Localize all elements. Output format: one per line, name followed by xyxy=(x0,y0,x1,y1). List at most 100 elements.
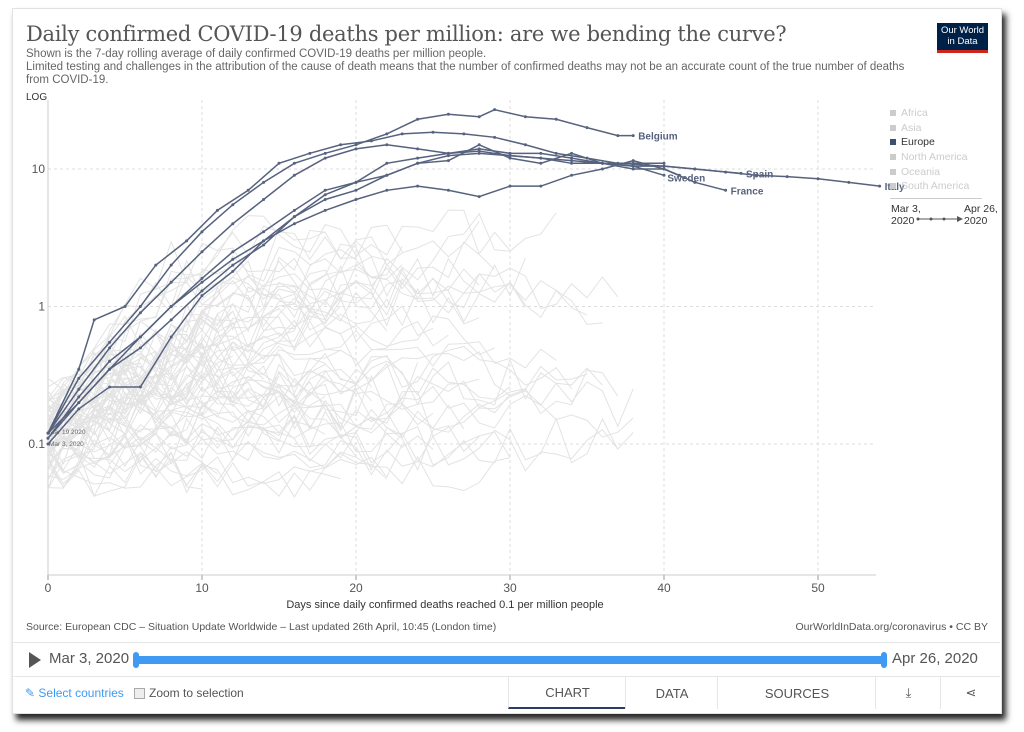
timeline-slider[interactable] xyxy=(136,656,884,664)
scale-toggle-log[interactable]: LOG xyxy=(26,92,48,103)
legend-item-south-america[interactable]: South America xyxy=(890,179,982,194)
series-point xyxy=(631,167,635,171)
background-series-line xyxy=(47,346,326,485)
series-point xyxy=(816,177,820,181)
series-point xyxy=(77,387,81,391)
series-point xyxy=(631,161,635,165)
series-point xyxy=(169,305,173,308)
series-point xyxy=(508,184,512,188)
background-series-line xyxy=(47,319,449,428)
series-point xyxy=(847,180,851,184)
credit-link[interactable]: OurWorldInData.org/coronavirus • CC BY xyxy=(795,621,988,633)
select-countries-button[interactable]: ✎ Select countries xyxy=(25,686,124,700)
legend-item-europe[interactable]: Europe xyxy=(890,135,982,150)
owid-logo[interactable]: Our World in Data xyxy=(937,23,988,53)
series-point xyxy=(323,151,327,155)
series-point xyxy=(677,173,681,177)
series-point xyxy=(262,198,266,202)
chart-card xyxy=(12,8,1002,714)
background-series-line xyxy=(47,450,388,497)
background-series-line xyxy=(47,264,403,409)
logo-line-2: in Data xyxy=(947,36,978,47)
series-point xyxy=(477,147,481,151)
series-point xyxy=(508,154,512,158)
series-point xyxy=(523,115,527,119)
divider xyxy=(13,676,1000,677)
series-point xyxy=(123,305,127,308)
series-point xyxy=(354,188,358,192)
series-point xyxy=(570,151,574,155)
series-point xyxy=(785,175,789,179)
series-point xyxy=(570,159,574,163)
series-point xyxy=(462,132,466,136)
chart-subtitle: Shown is the 7-day rolling average of da… xyxy=(26,48,906,87)
background-series-line xyxy=(47,369,619,453)
background-series-line xyxy=(47,240,387,464)
series-point xyxy=(292,173,296,177)
series-point xyxy=(169,318,173,322)
tab-data[interactable]: DATA xyxy=(625,677,718,709)
select-countries-label: Select countries xyxy=(38,686,124,700)
series-point xyxy=(724,188,728,192)
series-point xyxy=(539,161,543,165)
timeline-start-handle[interactable] xyxy=(133,652,139,668)
series-point xyxy=(108,385,112,389)
series-point xyxy=(616,134,620,138)
series-point xyxy=(262,230,266,234)
series-point xyxy=(323,193,327,197)
play-icon[interactable] xyxy=(29,652,41,668)
series-point xyxy=(354,147,358,151)
series-point xyxy=(138,346,142,350)
series-point xyxy=(292,222,296,226)
series-point xyxy=(754,173,758,177)
series-point xyxy=(416,156,420,160)
share-button[interactable]: ⋖ xyxy=(940,677,1001,709)
series-point xyxy=(354,143,358,147)
series-point xyxy=(231,203,235,207)
series-point xyxy=(416,117,420,121)
legend-label: Oceania xyxy=(901,165,941,178)
legend-item-oceania[interactable]: Oceania xyxy=(890,164,982,179)
background-series-line xyxy=(47,383,326,471)
series-point xyxy=(354,198,358,202)
series-point xyxy=(662,167,666,171)
series-point xyxy=(46,436,50,440)
series-point xyxy=(477,115,481,119)
series-point xyxy=(77,395,81,399)
tab-chart[interactable]: CHART xyxy=(508,677,626,709)
series-point xyxy=(200,230,204,234)
legend-item-north-america[interactable]: North America xyxy=(890,150,982,165)
series-point xyxy=(108,367,112,371)
series-point xyxy=(169,263,173,267)
legend-swatch xyxy=(890,168,896,175)
legend-swatch xyxy=(890,183,896,190)
y-tick-label: 10 xyxy=(32,162,46,176)
series-point xyxy=(77,407,81,411)
x-tick-label: 40 xyxy=(657,581,671,595)
source-note: Source: European CDC – Situation Update … xyxy=(26,621,497,633)
series-point xyxy=(185,239,189,243)
legend-item-africa[interactable]: Africa xyxy=(890,106,982,121)
series-point xyxy=(446,151,450,155)
series-point xyxy=(600,161,604,165)
download-button[interactable]: ⤓ xyxy=(875,677,941,709)
series-point xyxy=(693,167,697,171)
zoom-to-selection-checkbox[interactable]: Zoom to selection xyxy=(134,686,244,700)
series-point xyxy=(354,180,358,184)
series-point xyxy=(138,385,142,389)
series-point xyxy=(138,311,142,315)
series-point xyxy=(169,335,173,339)
timeline-start-date: Mar 3, 2020 xyxy=(49,650,130,667)
tab-sources[interactable]: SOURCES xyxy=(717,677,876,709)
series-point xyxy=(446,159,450,163)
background-series-line xyxy=(47,350,588,399)
legend-swatch xyxy=(890,110,896,117)
series-point xyxy=(323,208,327,212)
series-point xyxy=(416,161,420,165)
x-tick-label: 50 xyxy=(811,581,825,595)
timeline-end-handle[interactable] xyxy=(881,652,887,668)
series-point xyxy=(600,167,604,171)
legend-item-asia[interactable]: Asia xyxy=(890,121,982,136)
background-series-line xyxy=(47,312,495,413)
legend-swatch xyxy=(890,124,896,131)
